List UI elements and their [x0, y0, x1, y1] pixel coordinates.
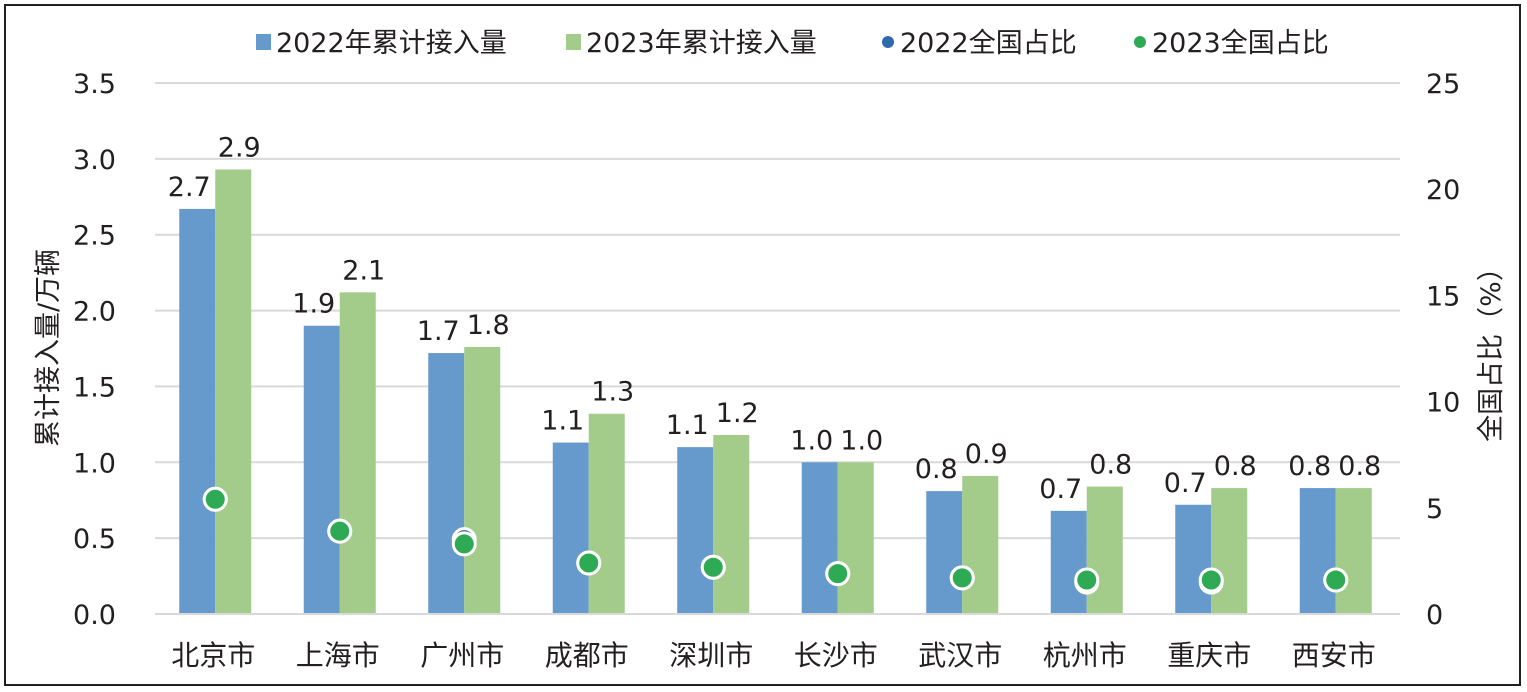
- x-tick-label: 武汉市: [918, 639, 1002, 672]
- y-tick-label: 1.5: [73, 372, 116, 403]
- point-marker: [327, 518, 353, 544]
- bar: [179, 208, 216, 614]
- bar: [1086, 486, 1123, 614]
- point-marker: [451, 531, 477, 557]
- point-marker: [949, 565, 975, 591]
- y-tick-label: 3.5: [73, 69, 116, 100]
- point-marker: [1198, 567, 1224, 593]
- data-label: 1.2: [716, 398, 759, 429]
- legend-label: 2023全国占比: [1152, 28, 1329, 59]
- x-tick-label: 杭州市: [1043, 639, 1127, 672]
- data-label: 0.8: [1214, 451, 1257, 482]
- y2-tick-label: 20: [1426, 175, 1460, 206]
- bar: [713, 434, 750, 614]
- point-marker: [700, 554, 726, 580]
- y-tick-label: 0.5: [73, 524, 116, 555]
- bar: [801, 462, 838, 614]
- data-label: 0.8: [1089, 450, 1132, 481]
- legend-label: 2022全国占比: [900, 28, 1077, 59]
- legend-swatch: [566, 34, 581, 50]
- y2-tick-label: 15: [1426, 281, 1460, 312]
- legend-swatch: [1134, 36, 1146, 48]
- point-marker: [1074, 567, 1100, 593]
- data-label: 1.0: [790, 425, 833, 456]
- legend-label: 2023年累计接入量: [586, 28, 817, 59]
- bar: [926, 491, 963, 614]
- point-marker: [202, 486, 228, 512]
- bar: [677, 447, 714, 614]
- bar: [837, 462, 874, 614]
- legend-swatch: [882, 36, 894, 48]
- data-label: 0.8: [1288, 451, 1331, 482]
- y2-tick-label: 25: [1426, 69, 1460, 100]
- data-label: 1.9: [292, 289, 335, 320]
- x-tick-label: 西安市: [1292, 639, 1376, 672]
- data-label: 0.9: [965, 439, 1008, 470]
- data-label: 0.7: [1164, 468, 1207, 499]
- data-label: 1.1: [541, 406, 584, 437]
- bar: [464, 346, 501, 614]
- point-marker: [576, 550, 602, 576]
- y-tick-label: 3.0: [73, 145, 116, 176]
- x-tick-label: 重庆市: [1167, 639, 1251, 672]
- bar: [215, 169, 252, 614]
- data-label: 0.8: [915, 454, 958, 485]
- x-tick-label: 长沙市: [794, 639, 878, 672]
- legend-label: 2022年累计接入量: [276, 28, 507, 59]
- data-label: 2.1: [342, 255, 385, 286]
- bar: [1050, 510, 1087, 614]
- legend-swatch: [256, 34, 271, 50]
- data-label: 2.9: [218, 132, 261, 163]
- y-tick-label: 2.5: [73, 221, 116, 252]
- bar: [552, 442, 589, 614]
- y2-tick-label: 0: [1426, 600, 1443, 631]
- data-label: 1.1: [666, 410, 709, 441]
- data-label: 0.7: [1039, 474, 1082, 505]
- data-label: 1.7: [417, 316, 460, 347]
- y2-tick-label: 10: [1426, 388, 1460, 419]
- x-tick-label: 北京市: [171, 639, 255, 672]
- bar: [962, 475, 999, 614]
- point-marker: [825, 561, 851, 587]
- bar: [588, 413, 625, 614]
- data-label: 2.7: [168, 172, 211, 203]
- bar: [303, 325, 340, 614]
- x-tick-label: 成都市: [545, 639, 629, 672]
- point-marker: [1323, 567, 1349, 593]
- data-label: 1.3: [591, 377, 634, 408]
- y-tick-label: 1.0: [73, 448, 116, 479]
- bar: [1175, 504, 1212, 614]
- data-label: 1.8: [467, 310, 510, 341]
- x-tick-label: 上海市: [296, 639, 380, 672]
- y-tick-label: 2.0: [73, 297, 116, 328]
- bar: [1211, 488, 1248, 614]
- bar: [1299, 488, 1336, 614]
- bar: [339, 292, 376, 614]
- y-tick-label: 0.0: [73, 600, 116, 631]
- bar: [428, 353, 465, 614]
- data-label: 0.8: [1338, 451, 1381, 482]
- chart-frame: [4, 4, 1521, 686]
- bar: [1335, 488, 1372, 614]
- y2-tick-label: 5: [1426, 494, 1443, 525]
- x-tick-label: 广州市: [420, 639, 504, 672]
- y-axis-title: 累计接入量/万辆: [33, 249, 64, 447]
- data-label: 1.0: [840, 425, 883, 456]
- y2-axis-title: 全国占比（%）: [1476, 254, 1507, 442]
- x-tick-label: 深圳市: [669, 639, 753, 672]
